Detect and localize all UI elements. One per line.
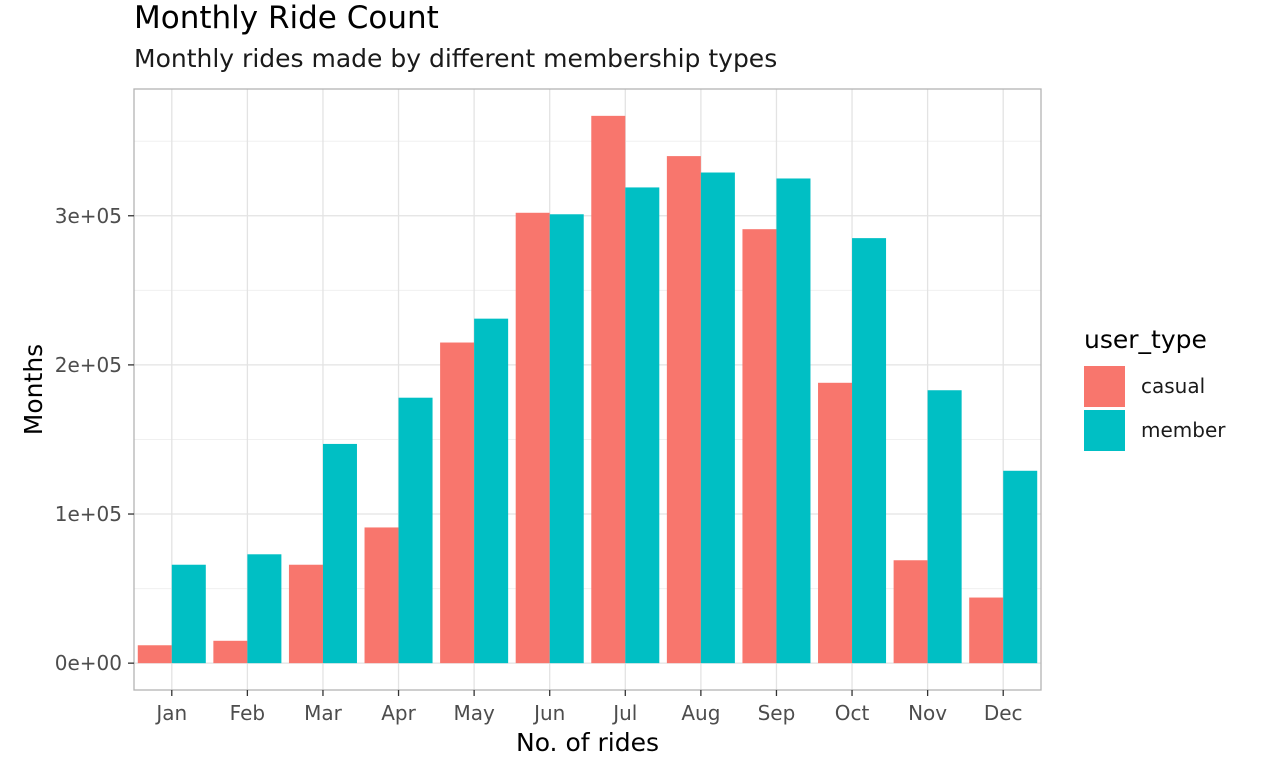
x-tick-label: Dec <box>984 701 1023 725</box>
x-tick-label: May <box>453 701 495 725</box>
x-axis-ticks: Jan Feb Mar Apr May Jun Jul Aug Sep Oct Nov Dec <box>154 690 1023 725</box>
x-tick-label: Mar <box>304 701 343 725</box>
legend: user_type casual member <box>1084 325 1226 452</box>
bar-member-jul <box>625 187 660 664</box>
legend-item-casual: casual <box>1084 364 1226 408</box>
y-axis-ticks: 0e+00 1e+05 2e+05 3e+05 <box>55 204 134 675</box>
x-tick-label: Feb <box>230 701 265 725</box>
minor-gridlines <box>134 140 1041 590</box>
legend-key-member <box>1084 409 1125 451</box>
bar-member-feb <box>247 554 282 664</box>
x-tick-label: Oct <box>835 701 870 725</box>
bar-casual-mar <box>288 564 323 664</box>
bar-member-dec <box>1003 470 1038 664</box>
y-tick-label: 0e+00 <box>55 651 122 675</box>
plot-panel-border <box>133 88 1042 691</box>
bars <box>137 115 1038 664</box>
bar-member-jun <box>549 214 584 664</box>
legend-label-casual: casual <box>1141 374 1206 398</box>
y-tick-label: 2e+05 <box>55 353 122 377</box>
bar-casual-sep <box>742 229 777 664</box>
legend-label-member: member <box>1141 418 1226 442</box>
legend-key-casual <box>1084 365 1125 407</box>
bar-member-mar <box>322 443 357 664</box>
y-axis-label: Months <box>19 344 48 435</box>
bar-member-aug <box>700 172 735 664</box>
x-tick-label: Jun <box>532 701 565 725</box>
y-tick-label: 1e+05 <box>55 502 122 526</box>
legend-item-member: member <box>1084 408 1226 452</box>
chart-title: Monthly Ride Count <box>134 0 439 36</box>
bar-casual-nov <box>893 560 928 664</box>
x-tick-label: Apr <box>381 701 416 725</box>
bar-member-nov <box>927 390 962 664</box>
bar-casual-oct <box>818 382 853 664</box>
bar-casual-apr <box>364 527 399 664</box>
bar-casual-jun <box>515 212 550 664</box>
bar-member-jan <box>171 564 206 664</box>
bar-member-sep <box>776 178 811 664</box>
bar-casual-aug <box>666 156 701 664</box>
legend-title: user_type <box>1084 325 1207 354</box>
x-tick-label: Jan <box>154 701 187 725</box>
x-axis-label: No. of rides <box>516 728 659 757</box>
bar-casual-jan <box>137 645 172 664</box>
bar-member-apr <box>398 397 433 664</box>
bar-member-may <box>474 318 509 664</box>
x-tick-label: Jul <box>611 701 637 725</box>
x-tick-label: Nov <box>908 701 947 725</box>
x-tick-label: Aug <box>681 701 720 725</box>
bar-casual-may <box>440 342 475 664</box>
x-tick-label: Sep <box>758 701 796 725</box>
bar-member-oct <box>852 238 887 664</box>
bar-casual-feb <box>213 640 248 664</box>
bar-casual-jul <box>591 115 626 664</box>
chart-subtitle: Monthly rides made by different membersh… <box>134 44 778 73</box>
bar-casual-dec <box>969 597 1004 664</box>
y-tick-label: 3e+05 <box>55 204 122 228</box>
